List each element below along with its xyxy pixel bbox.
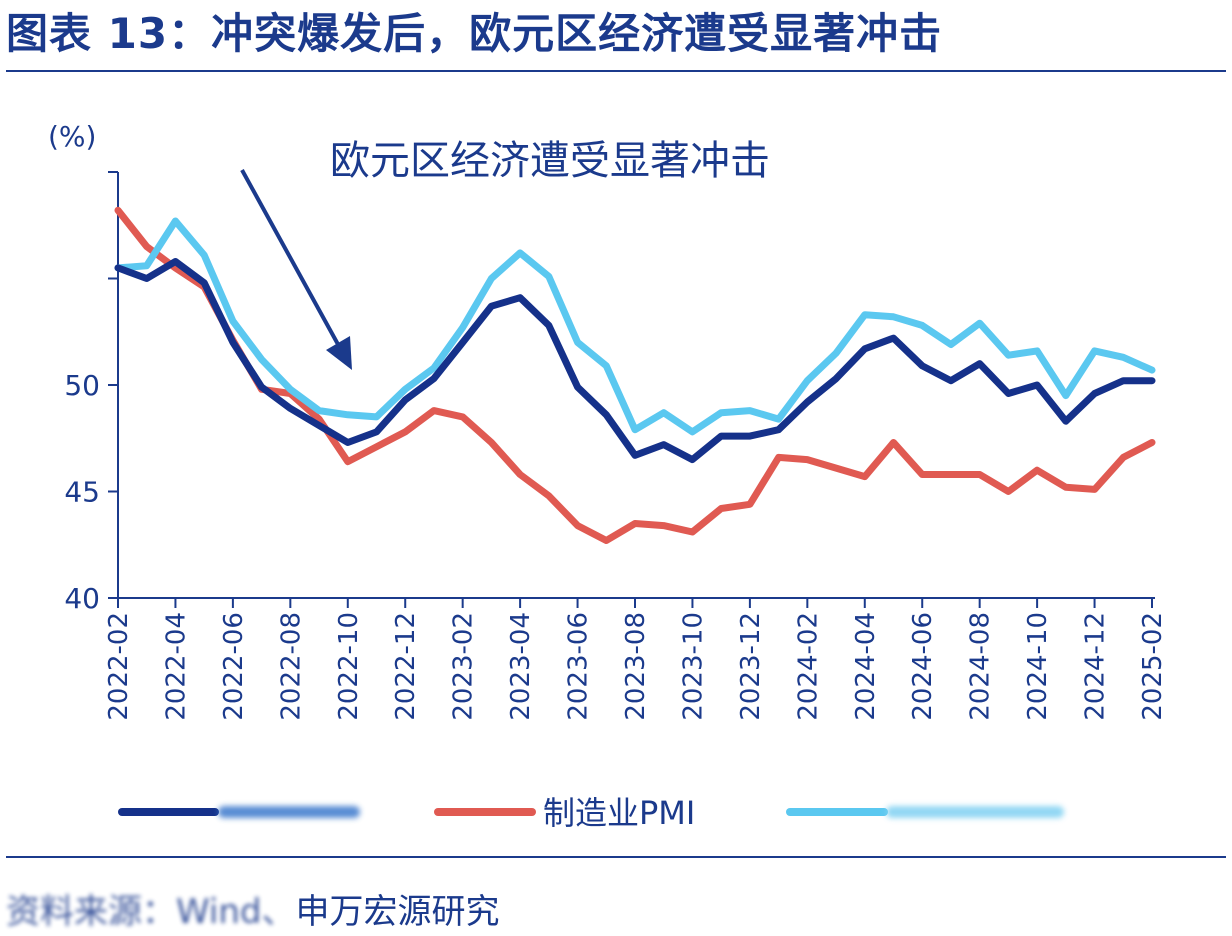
series-line-services xyxy=(114,217,1156,436)
annotation-arrow-head xyxy=(326,336,352,370)
x-tick-label: 2023-12 xyxy=(736,612,766,721)
chart-title: 图表 13：冲突爆发后，欧元区经济遭受显著冲击 xyxy=(6,9,943,58)
x-tick-label: 2023-10 xyxy=(678,612,708,721)
x-tick-label: 2023-08 xyxy=(621,612,651,721)
x-tick-label: 2022-12 xyxy=(391,612,421,721)
annotation-arrow-shaft xyxy=(240,169,342,349)
x-tick-label: 2024-06 xyxy=(908,612,938,721)
source-note-blurred: 资料来源：Wind、 xyxy=(6,892,296,932)
y-tick-label: 45 xyxy=(64,476,100,509)
legend: 制造业PMI xyxy=(118,794,1064,832)
series-line-composite xyxy=(114,258,1156,464)
x-tick-label: 2023-06 xyxy=(564,612,594,721)
legend-label-composite-blurred xyxy=(218,806,360,818)
x-tick-label: 2022-10 xyxy=(334,612,364,721)
y-unit-label: (%) xyxy=(48,120,96,153)
y-tick-label: 40 xyxy=(64,582,100,615)
x-tick-label: 2024-02 xyxy=(793,612,823,721)
y-tick-label: 50 xyxy=(64,369,100,402)
x-tick-label: 2024-12 xyxy=(1081,612,1111,721)
legend-label-manufacturing: 制造业PMI xyxy=(543,794,695,832)
annotation-text: 欧元区经济遭受显著冲击 xyxy=(330,138,770,184)
x-tick-label: 2024-08 xyxy=(966,612,996,721)
x-tick-label: 2023-04 xyxy=(506,612,536,721)
x-ticks: 2022-02 2022-04 2022-06 2022-08 2022-10 2022-… xyxy=(104,598,1168,721)
legend-label-services-blurred xyxy=(886,806,1064,818)
x-tick-label: 2022-06 xyxy=(219,612,249,721)
footer-rule xyxy=(6,856,1226,858)
title-underline xyxy=(6,70,1226,72)
x-tick-label: 2025-02 xyxy=(1138,612,1168,721)
y-ticks: 40 45 50 xyxy=(64,171,118,615)
series-group xyxy=(114,206,1156,544)
source-note: 资料来源：Wind、申万宏源研究 xyxy=(6,884,499,933)
source-note-publisher: 申万宏源研究 xyxy=(295,892,500,932)
x-tick-label: 2023-02 xyxy=(449,612,479,721)
x-tick-label: 2022-08 xyxy=(276,612,306,721)
x-tick-label: 2024-04 xyxy=(851,612,881,721)
x-tick-label: 2024-10 xyxy=(1023,612,1053,721)
x-tick-label: 2022-02 xyxy=(104,612,134,721)
x-tick-label: 2022-04 xyxy=(161,612,191,721)
